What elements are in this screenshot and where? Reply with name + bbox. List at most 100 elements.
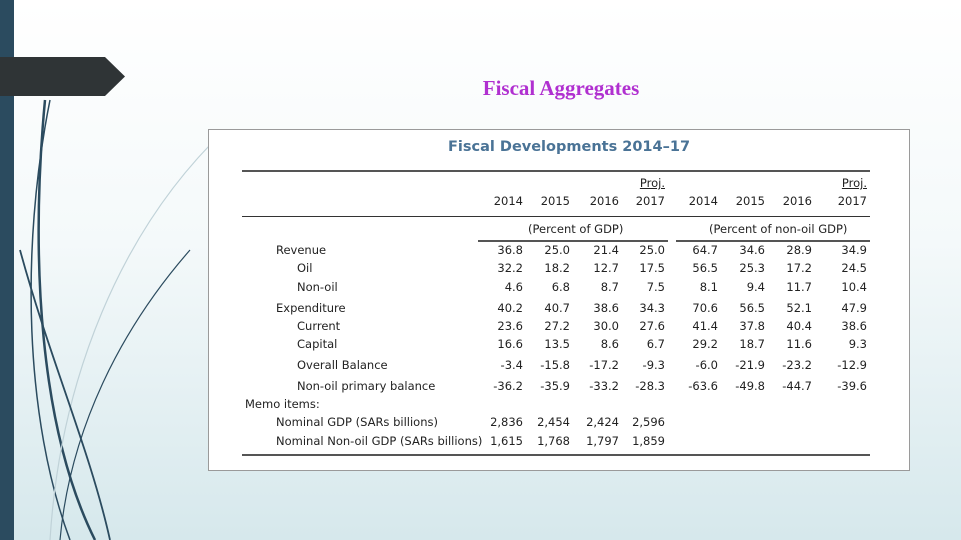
year-header: 2014 bbox=[688, 194, 718, 208]
cell-nonoil: -44.7 bbox=[782, 379, 812, 393]
table-rule bbox=[242, 454, 870, 456]
table-image bbox=[208, 129, 910, 471]
group-label-nonoil: (Percent of non-oil GDP) bbox=[709, 222, 848, 236]
cell-gdp: 16.6 bbox=[497, 337, 523, 351]
row-label: Expenditure bbox=[276, 301, 346, 315]
cell-gdp: -9.3 bbox=[642, 358, 665, 372]
cell-gdp: 25.0 bbox=[639, 243, 665, 257]
cell-gdp: -28.3 bbox=[635, 379, 665, 393]
cell-nonoil: 11.7 bbox=[786, 280, 812, 294]
cell-gdp: 8.6 bbox=[600, 337, 619, 351]
cell-gdp: 40.7 bbox=[544, 301, 570, 315]
cell-nonoil: 56.5 bbox=[692, 261, 718, 275]
row-label: Oil bbox=[297, 261, 313, 275]
cell-nonoil: 9.4 bbox=[746, 280, 765, 294]
cell-gdp: 27.6 bbox=[639, 319, 665, 333]
cell-gdp: 36.8 bbox=[497, 243, 523, 257]
cell-nonoil: 70.6 bbox=[692, 301, 718, 315]
cell-gdp: 21.4 bbox=[593, 243, 619, 257]
cell-gdp: 1,615 bbox=[490, 434, 523, 448]
cell-nonoil: 37.8 bbox=[739, 319, 765, 333]
left-accent-bar bbox=[0, 0, 14, 540]
cell-gdp: 17.5 bbox=[639, 261, 665, 275]
row-label: Non-oil bbox=[297, 280, 338, 294]
cell-gdp: 38.6 bbox=[593, 301, 619, 315]
cell-gdp: -35.9 bbox=[540, 379, 570, 393]
cell-nonoil: 34.9 bbox=[841, 243, 867, 257]
row-label: Overall Balance bbox=[297, 358, 388, 372]
cell-gdp: -17.2 bbox=[589, 358, 619, 372]
cell-nonoil: -6.0 bbox=[695, 358, 718, 372]
title-arrow-shape bbox=[0, 57, 125, 96]
year-header: 2016 bbox=[589, 194, 619, 208]
year-header: 2016 bbox=[782, 194, 812, 208]
cell-gdp: 4.6 bbox=[504, 280, 523, 294]
cell-gdp: 2,596 bbox=[632, 415, 665, 429]
cell-gdp: 13.5 bbox=[544, 337, 570, 351]
cell-nonoil: 8.1 bbox=[699, 280, 718, 294]
year-header: 2017 bbox=[837, 194, 867, 208]
year-header: 2015 bbox=[735, 194, 765, 208]
cell-gdp: -15.8 bbox=[540, 358, 570, 372]
cell-nonoil: 47.9 bbox=[841, 301, 867, 315]
cell-gdp: 2,454 bbox=[537, 415, 570, 429]
cell-gdp: 12.7 bbox=[593, 261, 619, 275]
row-label: Capital bbox=[297, 337, 338, 351]
decorative-curves bbox=[19, 99, 226, 540]
cell-gdp: -33.2 bbox=[589, 379, 619, 393]
cell-gdp: 40.2 bbox=[497, 301, 523, 315]
cell-nonoil: 28.9 bbox=[786, 243, 812, 257]
cell-gdp: 23.6 bbox=[497, 319, 523, 333]
cell-nonoil: 64.7 bbox=[692, 243, 718, 257]
cell-gdp: 1,859 bbox=[632, 434, 665, 448]
cell-nonoil: 56.5 bbox=[739, 301, 765, 315]
cell-nonoil: 17.2 bbox=[786, 261, 812, 275]
cell-nonoil: 11.6 bbox=[786, 337, 812, 351]
cell-gdp: 25.0 bbox=[544, 243, 570, 257]
group-label-gdp: (Percent of GDP) bbox=[528, 222, 624, 236]
row-label: Nominal Non-oil GDP (SARs billions) bbox=[276, 434, 483, 448]
year-header: 2017 bbox=[635, 194, 665, 208]
cell-gdp: -3.4 bbox=[500, 358, 523, 372]
cell-gdp: 27.2 bbox=[544, 319, 570, 333]
table-rule bbox=[676, 240, 870, 242]
cell-nonoil: 38.6 bbox=[841, 319, 867, 333]
table-rule bbox=[242, 170, 870, 172]
cell-gdp: 34.3 bbox=[639, 301, 665, 315]
proj-label: Proj. bbox=[841, 176, 867, 190]
proj-label: Proj. bbox=[639, 176, 665, 190]
cell-nonoil: -21.9 bbox=[735, 358, 765, 372]
cell-nonoil: 41.4 bbox=[692, 319, 718, 333]
table-rule bbox=[242, 216, 870, 217]
cell-nonoil: 10.4 bbox=[841, 280, 867, 294]
year-header: 2015 bbox=[540, 194, 570, 208]
cell-gdp: 18.2 bbox=[544, 261, 570, 275]
table-title: Fiscal Developments 2014–17 bbox=[448, 139, 691, 155]
table-rule bbox=[478, 240, 668, 242]
row-label: Current bbox=[297, 319, 341, 333]
cell-nonoil: 24.5 bbox=[841, 261, 867, 275]
cell-nonoil: -12.9 bbox=[837, 358, 867, 372]
cell-nonoil: -39.6 bbox=[837, 379, 867, 393]
row-label: Nominal GDP (SARs billions) bbox=[276, 415, 438, 429]
cell-gdp: -36.2 bbox=[493, 379, 523, 393]
row-label: Memo items: bbox=[245, 397, 320, 411]
cell-gdp: 32.2 bbox=[497, 261, 523, 275]
cell-gdp: 30.0 bbox=[593, 319, 619, 333]
cell-nonoil: 18.7 bbox=[739, 337, 765, 351]
cell-gdp: 8.7 bbox=[600, 280, 619, 294]
cell-nonoil: -63.6 bbox=[688, 379, 718, 393]
year-header: 2014 bbox=[493, 194, 523, 208]
row-label: Revenue bbox=[276, 243, 327, 257]
cell-nonoil: -49.8 bbox=[735, 379, 765, 393]
cell-gdp: 1,797 bbox=[586, 434, 619, 448]
cell-gdp: 7.5 bbox=[646, 280, 665, 294]
cell-gdp: 2,424 bbox=[586, 415, 619, 429]
cell-gdp: 1,768 bbox=[537, 434, 570, 448]
slide-title: Fiscal Aggregates bbox=[482, 76, 640, 100]
cell-nonoil: -23.2 bbox=[782, 358, 812, 372]
cell-nonoil: 40.4 bbox=[786, 319, 812, 333]
cell-gdp: 2,836 bbox=[490, 415, 523, 429]
cell-nonoil: 25.3 bbox=[739, 261, 765, 275]
cell-nonoil: 52.1 bbox=[786, 301, 812, 315]
